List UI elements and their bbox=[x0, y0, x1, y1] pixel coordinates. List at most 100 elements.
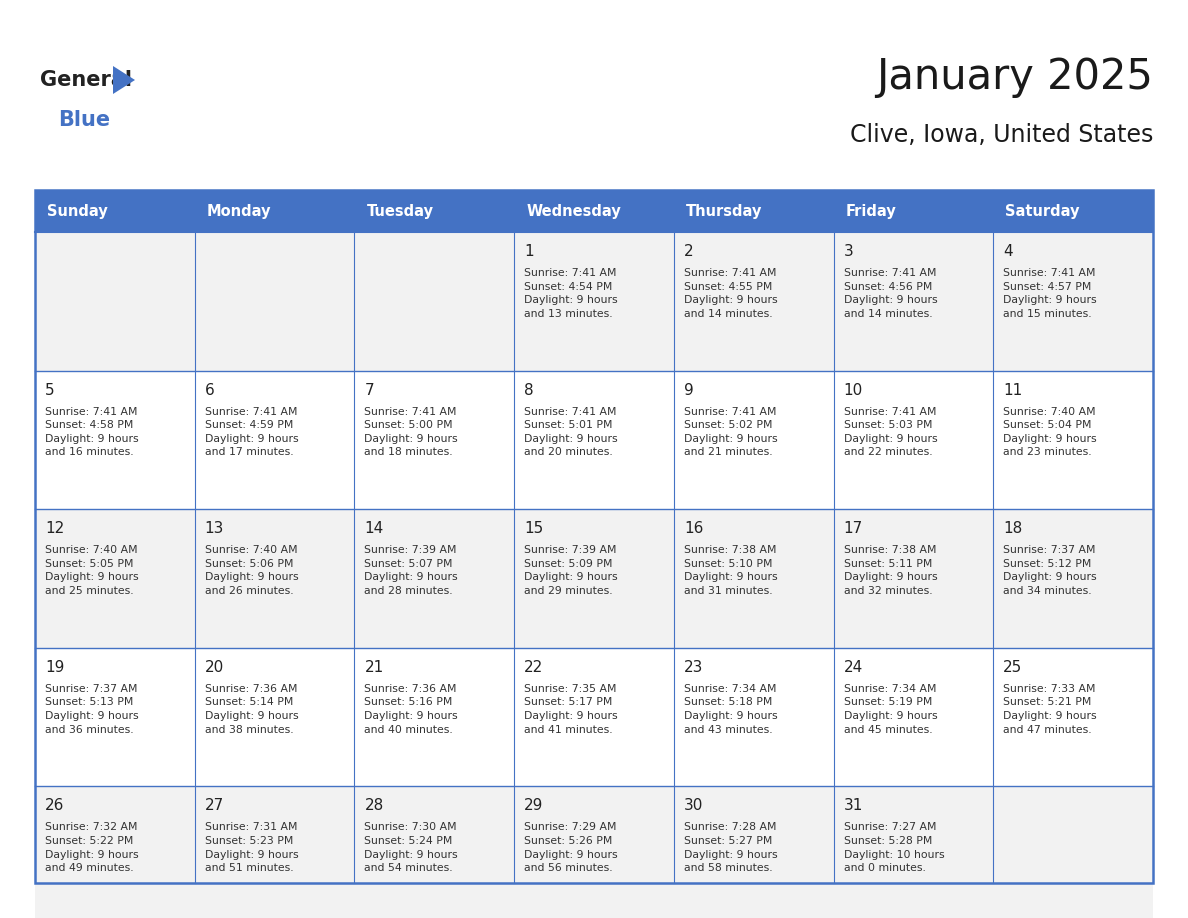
Bar bbox=[34, 648, 195, 787]
Text: 13: 13 bbox=[204, 521, 225, 536]
Text: Sunrise: 7:39 AM
Sunset: 5:09 PM
Daylight: 9 hours
and 29 minutes.: Sunrise: 7:39 AM Sunset: 5:09 PM Dayligh… bbox=[524, 545, 618, 596]
Text: Sunrise: 7:41 AM
Sunset: 4:58 PM
Daylight: 9 hours
and 16 minutes.: Sunrise: 7:41 AM Sunset: 4:58 PM Dayligh… bbox=[45, 407, 139, 457]
Text: 12: 12 bbox=[45, 521, 64, 536]
Bar bbox=[354, 787, 514, 918]
Bar bbox=[993, 232, 1154, 371]
Text: Thursday: Thursday bbox=[685, 204, 763, 218]
Bar bbox=[195, 232, 354, 371]
Bar bbox=[674, 787, 834, 918]
Text: Sunrise: 7:27 AM
Sunset: 5:28 PM
Daylight: 10 hours
and 0 minutes.: Sunrise: 7:27 AM Sunset: 5:28 PM Dayligh… bbox=[843, 823, 944, 873]
Text: Sunrise: 7:38 AM
Sunset: 5:11 PM
Daylight: 9 hours
and 32 minutes.: Sunrise: 7:38 AM Sunset: 5:11 PM Dayligh… bbox=[843, 545, 937, 596]
Text: Wednesday: Wednesday bbox=[526, 204, 621, 218]
Bar bbox=[514, 787, 674, 918]
Text: 24: 24 bbox=[843, 660, 862, 675]
Bar bbox=[834, 787, 993, 918]
Bar bbox=[674, 371, 834, 509]
Bar bbox=[674, 232, 834, 371]
Text: Sunrise: 7:37 AM
Sunset: 5:13 PM
Daylight: 9 hours
and 36 minutes.: Sunrise: 7:37 AM Sunset: 5:13 PM Dayligh… bbox=[45, 684, 139, 734]
Text: General: General bbox=[40, 70, 132, 90]
Bar bbox=[514, 371, 674, 509]
Bar bbox=[674, 509, 834, 648]
Text: Sunrise: 7:41 AM
Sunset: 4:59 PM
Daylight: 9 hours
and 17 minutes.: Sunrise: 7:41 AM Sunset: 4:59 PM Dayligh… bbox=[204, 407, 298, 457]
Text: 11: 11 bbox=[1004, 383, 1023, 397]
Text: 29: 29 bbox=[524, 799, 544, 813]
Bar bbox=[993, 371, 1154, 509]
Text: Sunrise: 7:41 AM
Sunset: 4:54 PM
Daylight: 9 hours
and 13 minutes.: Sunrise: 7:41 AM Sunset: 4:54 PM Dayligh… bbox=[524, 268, 618, 319]
Text: 10: 10 bbox=[843, 383, 862, 397]
Text: Sunrise: 7:41 AM
Sunset: 4:56 PM
Daylight: 9 hours
and 14 minutes.: Sunrise: 7:41 AM Sunset: 4:56 PM Dayligh… bbox=[843, 268, 937, 319]
Text: 23: 23 bbox=[684, 660, 703, 675]
Bar bbox=[354, 371, 514, 509]
Text: 4: 4 bbox=[1004, 244, 1013, 259]
Text: Sunrise: 7:33 AM
Sunset: 5:21 PM
Daylight: 9 hours
and 47 minutes.: Sunrise: 7:33 AM Sunset: 5:21 PM Dayligh… bbox=[1004, 684, 1097, 734]
Bar bbox=[834, 648, 993, 787]
Text: Sunrise: 7:41 AM
Sunset: 5:01 PM
Daylight: 9 hours
and 20 minutes.: Sunrise: 7:41 AM Sunset: 5:01 PM Dayligh… bbox=[524, 407, 618, 457]
Text: 6: 6 bbox=[204, 383, 215, 397]
Text: Saturday: Saturday bbox=[1005, 204, 1080, 218]
Bar bbox=[354, 648, 514, 787]
Text: Sunrise: 7:32 AM
Sunset: 5:22 PM
Daylight: 9 hours
and 49 minutes.: Sunrise: 7:32 AM Sunset: 5:22 PM Dayligh… bbox=[45, 823, 139, 873]
Text: Tuesday: Tuesday bbox=[366, 204, 434, 218]
Bar bbox=[34, 232, 195, 371]
Text: 20: 20 bbox=[204, 660, 225, 675]
Bar bbox=[834, 509, 993, 648]
Bar bbox=[834, 371, 993, 509]
Text: Sunrise: 7:40 AM
Sunset: 5:04 PM
Daylight: 9 hours
and 23 minutes.: Sunrise: 7:40 AM Sunset: 5:04 PM Dayligh… bbox=[1004, 407, 1097, 457]
Text: 3: 3 bbox=[843, 244, 853, 259]
Text: Sunrise: 7:37 AM
Sunset: 5:12 PM
Daylight: 9 hours
and 34 minutes.: Sunrise: 7:37 AM Sunset: 5:12 PM Dayligh… bbox=[1004, 545, 1097, 596]
Text: Sunday: Sunday bbox=[48, 204, 108, 218]
Text: Sunrise: 7:38 AM
Sunset: 5:10 PM
Daylight: 9 hours
and 31 minutes.: Sunrise: 7:38 AM Sunset: 5:10 PM Dayligh… bbox=[684, 545, 777, 596]
Text: 22: 22 bbox=[524, 660, 543, 675]
Text: Monday: Monday bbox=[207, 204, 271, 218]
Text: Sunrise: 7:36 AM
Sunset: 5:14 PM
Daylight: 9 hours
and 38 minutes.: Sunrise: 7:36 AM Sunset: 5:14 PM Dayligh… bbox=[204, 684, 298, 734]
Bar bbox=[834, 190, 993, 232]
Text: 26: 26 bbox=[45, 799, 64, 813]
Bar bbox=[514, 232, 674, 371]
Bar bbox=[34, 371, 195, 509]
Text: 9: 9 bbox=[684, 383, 694, 397]
Text: 21: 21 bbox=[365, 660, 384, 675]
Text: Sunrise: 7:30 AM
Sunset: 5:24 PM
Daylight: 9 hours
and 54 minutes.: Sunrise: 7:30 AM Sunset: 5:24 PM Dayligh… bbox=[365, 823, 459, 873]
Text: 5: 5 bbox=[45, 383, 55, 397]
Text: Sunrise: 7:40 AM
Sunset: 5:06 PM
Daylight: 9 hours
and 26 minutes.: Sunrise: 7:40 AM Sunset: 5:06 PM Dayligh… bbox=[204, 545, 298, 596]
Bar bbox=[834, 232, 993, 371]
Text: Sunrise: 7:41 AM
Sunset: 5:03 PM
Daylight: 9 hours
and 22 minutes.: Sunrise: 7:41 AM Sunset: 5:03 PM Dayligh… bbox=[843, 407, 937, 457]
Text: 28: 28 bbox=[365, 799, 384, 813]
Text: 27: 27 bbox=[204, 799, 225, 813]
Text: 18: 18 bbox=[1004, 521, 1023, 536]
Bar bbox=[514, 648, 674, 787]
Text: Clive, Iowa, United States: Clive, Iowa, United States bbox=[849, 123, 1154, 147]
Text: Sunrise: 7:39 AM
Sunset: 5:07 PM
Daylight: 9 hours
and 28 minutes.: Sunrise: 7:39 AM Sunset: 5:07 PM Dayligh… bbox=[365, 545, 459, 596]
Text: Sunrise: 7:35 AM
Sunset: 5:17 PM
Daylight: 9 hours
and 41 minutes.: Sunrise: 7:35 AM Sunset: 5:17 PM Dayligh… bbox=[524, 684, 618, 734]
Text: 25: 25 bbox=[1004, 660, 1023, 675]
Bar bbox=[674, 648, 834, 787]
Bar bbox=[195, 787, 354, 918]
Text: 31: 31 bbox=[843, 799, 862, 813]
Text: Sunrise: 7:41 AM
Sunset: 5:00 PM
Daylight: 9 hours
and 18 minutes.: Sunrise: 7:41 AM Sunset: 5:00 PM Dayligh… bbox=[365, 407, 459, 457]
Text: Sunrise: 7:41 AM
Sunset: 5:02 PM
Daylight: 9 hours
and 21 minutes.: Sunrise: 7:41 AM Sunset: 5:02 PM Dayligh… bbox=[684, 407, 777, 457]
Text: 17: 17 bbox=[843, 521, 862, 536]
Bar bbox=[34, 190, 195, 232]
Bar bbox=[34, 787, 195, 918]
Text: 2: 2 bbox=[684, 244, 694, 259]
Text: Sunrise: 7:41 AM
Sunset: 4:57 PM
Daylight: 9 hours
and 15 minutes.: Sunrise: 7:41 AM Sunset: 4:57 PM Dayligh… bbox=[1004, 268, 1097, 319]
Text: 1: 1 bbox=[524, 244, 533, 259]
Text: 14: 14 bbox=[365, 521, 384, 536]
Text: 15: 15 bbox=[524, 521, 543, 536]
Bar bbox=[514, 190, 674, 232]
Bar bbox=[993, 509, 1154, 648]
Text: Sunrise: 7:40 AM
Sunset: 5:05 PM
Daylight: 9 hours
and 25 minutes.: Sunrise: 7:40 AM Sunset: 5:05 PM Dayligh… bbox=[45, 545, 139, 596]
Bar bbox=[674, 190, 834, 232]
Bar bbox=[34, 190, 1154, 883]
Text: January 2025: January 2025 bbox=[876, 56, 1154, 98]
Text: Sunrise: 7:41 AM
Sunset: 4:55 PM
Daylight: 9 hours
and 14 minutes.: Sunrise: 7:41 AM Sunset: 4:55 PM Dayligh… bbox=[684, 268, 777, 319]
Bar bbox=[993, 648, 1154, 787]
Bar bbox=[195, 371, 354, 509]
Text: 16: 16 bbox=[684, 521, 703, 536]
Bar bbox=[195, 648, 354, 787]
Bar bbox=[993, 190, 1154, 232]
Bar bbox=[195, 509, 354, 648]
Text: Sunrise: 7:36 AM
Sunset: 5:16 PM
Daylight: 9 hours
and 40 minutes.: Sunrise: 7:36 AM Sunset: 5:16 PM Dayligh… bbox=[365, 684, 459, 734]
Bar bbox=[354, 232, 514, 371]
Text: Sunrise: 7:29 AM
Sunset: 5:26 PM
Daylight: 9 hours
and 56 minutes.: Sunrise: 7:29 AM Sunset: 5:26 PM Dayligh… bbox=[524, 823, 618, 873]
